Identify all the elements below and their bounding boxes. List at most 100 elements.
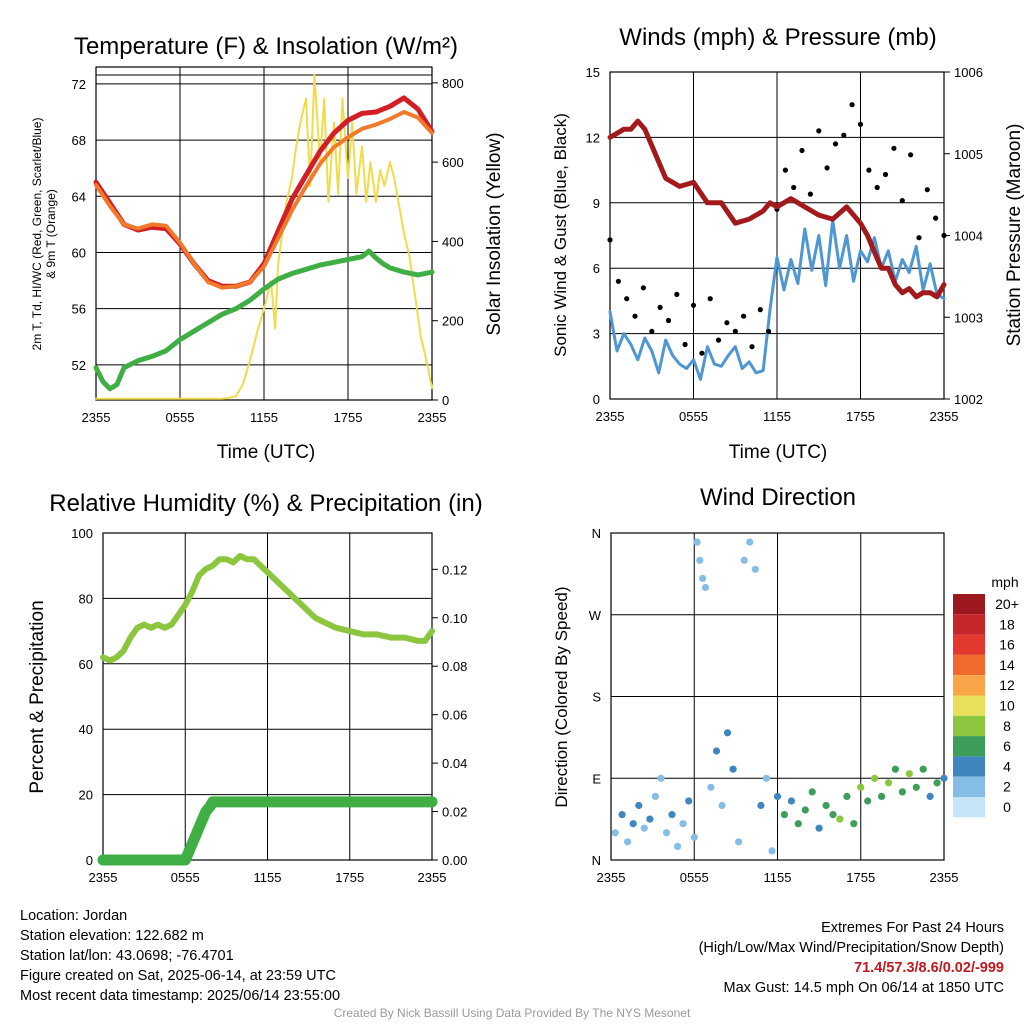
direction-point: [891, 765, 900, 773]
y-tick-label: 52: [72, 358, 86, 373]
colorbar-label: 12: [999, 677, 1015, 693]
direction-point: [662, 829, 671, 837]
gust-point: [782, 167, 789, 173]
gust-point: [715, 337, 722, 343]
direction-point: [836, 815, 844, 823]
y2-axis-label: Station Pressure (Maroon): [1004, 124, 1024, 347]
x-tick-label: 0555: [171, 870, 200, 885]
location-text: Location: Jordan: [20, 908, 128, 924]
y2-tick-label: 0.00: [442, 853, 467, 868]
x-tick-label: 2355: [418, 870, 447, 885]
direction-point: [718, 801, 726, 810]
direction-point: [933, 779, 941, 787]
direction-point: [919, 765, 927, 773]
direction-point: [740, 556, 748, 564]
y-tick-label: 72: [72, 77, 86, 92]
gust-point: [732, 328, 738, 334]
y-tick-label: 60: [79, 657, 93, 672]
gust-point: [899, 198, 905, 204]
direction-point: [762, 774, 771, 782]
colorbar-swatch: [953, 614, 985, 635]
gust-point: [665, 317, 672, 324]
y-tick-label: 12: [586, 130, 600, 145]
colorbar-label: 16: [999, 637, 1015, 653]
direction-point: [611, 829, 619, 837]
y-tick-label: N: [592, 526, 601, 541]
gust-point: [707, 296, 713, 302]
y-tick-label: 3: [593, 327, 600, 342]
extremes-values: 71.4/57.3/8.6/0.02/-999: [854, 960, 1004, 976]
direction-point: [794, 820, 802, 828]
direction-point: [926, 792, 934, 801]
gust-point: [941, 232, 947, 239]
y-tick-label: N: [592, 853, 601, 868]
gust-point: [824, 165, 830, 171]
gust-point: [749, 344, 755, 350]
y-axis-label: Direction (Colored By Speed): [552, 586, 571, 807]
series-line-t9m: [94, 110, 434, 290]
y-tick-label: 0: [86, 853, 93, 868]
colorbar-swatch: [953, 756, 985, 777]
gust-point: [799, 147, 805, 154]
gust-point: [832, 141, 839, 147]
gust-point: [766, 328, 772, 334]
gust-point: [649, 328, 655, 334]
colorbar-swatch: [953, 675, 985, 696]
direction-point: [871, 774, 879, 782]
gust-point: [908, 152, 914, 158]
y-tick-label: 15: [586, 65, 600, 80]
plot-frame: [102, 532, 433, 861]
colorbar-label: 10: [999, 698, 1015, 714]
gust-point: [690, 302, 697, 308]
plot-frame: [610, 532, 945, 861]
direction-point: [729, 765, 737, 773]
direction-point: [815, 824, 823, 832]
x-tick-label: 1755: [334, 410, 363, 425]
x-tick-label: 1755: [846, 409, 875, 424]
colorbar-label: 20+: [995, 596, 1019, 612]
colorbar-swatch: [953, 695, 985, 716]
y-tick-label: 40: [79, 722, 93, 737]
x-tick-label: 2355: [597, 870, 626, 885]
gust-point: [841, 132, 847, 138]
direction-point: [829, 811, 837, 819]
x-tick-label: 0555: [166, 410, 195, 425]
y2-tick-label: 0.08: [442, 659, 467, 674]
x-tick-label: 1155: [763, 409, 791, 424]
y-tick-label: 56: [72, 302, 86, 317]
y2-tick-label: 200: [442, 314, 464, 329]
y2-tick-label: 800: [442, 76, 464, 91]
credit-text: Created By Nick Bassill Using Data Provi…: [333, 1006, 691, 1020]
y-tick-label: S: [592, 690, 601, 705]
direction-point: [822, 801, 830, 810]
gust-point: [615, 278, 622, 284]
chart-title: Wind Direction: [700, 484, 856, 511]
y-axis-label: Sonic Wind & Gust (Blue, Black): [551, 113, 570, 357]
colorbar-label: 14: [999, 657, 1015, 673]
colorbar-swatch: [953, 594, 985, 615]
y2-tick-label: 0.04: [442, 756, 467, 771]
colorbar-label: 4: [1003, 758, 1011, 774]
y2-axis-label: Solar Insolation (Yellow): [484, 132, 505, 335]
direction-point: [898, 788, 907, 796]
direction-point: [679, 820, 687, 828]
direction-point: [768, 847, 776, 855]
x-tick-label: 0555: [680, 870, 709, 885]
direction-point: [843, 792, 851, 801]
gust-point: [874, 184, 880, 191]
elevation-text: Station elevation: 122.682 m: [20, 928, 204, 944]
y-tick-label: 100: [71, 526, 93, 541]
colorbar-swatch: [953, 715, 985, 737]
extremes-title: Extremes For Past 24 Hours: [821, 920, 1004, 936]
series-line-wind: [608, 218, 946, 381]
gust-point: [924, 187, 930, 193]
direction-point: [780, 811, 789, 819]
gust-point: [674, 291, 680, 297]
direction-point: [757, 801, 765, 810]
direction-point: [699, 574, 707, 583]
series-line-dew: [93, 248, 435, 392]
direction-point: [701, 583, 710, 592]
x-tick-label: 2355: [82, 410, 111, 425]
colorbar-label: 8: [1003, 718, 1011, 734]
